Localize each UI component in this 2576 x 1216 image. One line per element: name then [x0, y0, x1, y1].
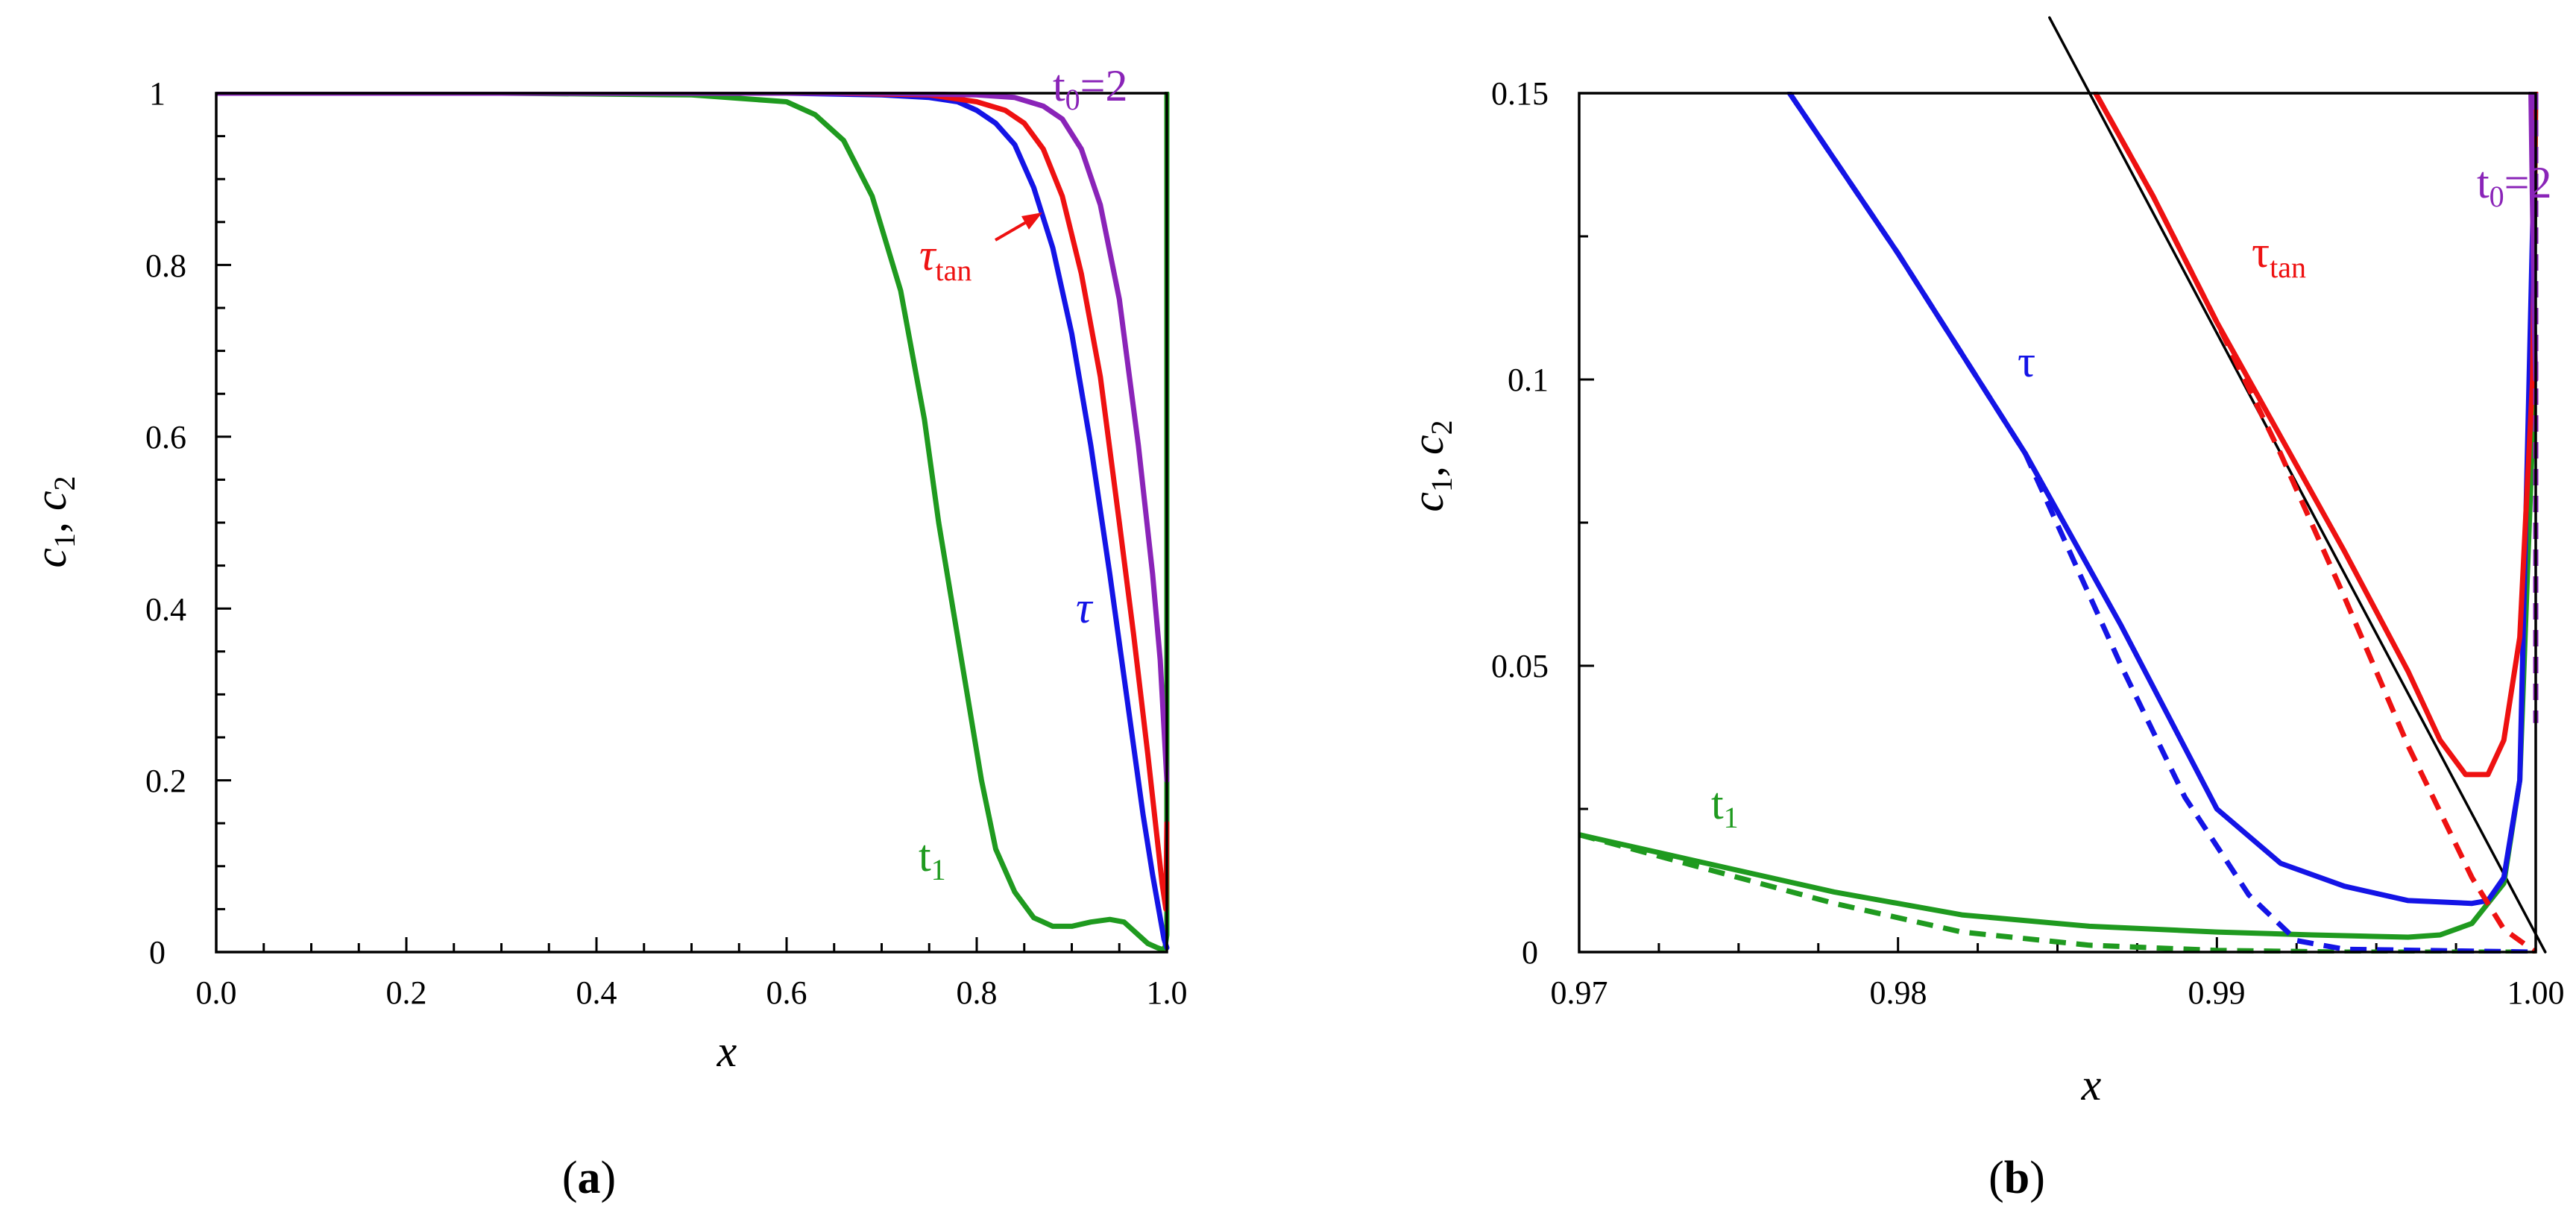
panel-a-label-tau: τ [1076, 583, 1094, 632]
panel-b-series [1579, 16, 2547, 954]
series-line-tau-dashed [1787, 92, 2536, 954]
panel-a-plot-frame [215, 92, 1168, 954]
panel-b-ytick-label: 0.15 [1491, 75, 1549, 112]
panel-b-y-axis-title: c1, c2 [1403, 420, 1458, 511]
panel-b-xtick-label: 0.99 [2188, 974, 2246, 1011]
panel-a-xtick-label: 0.8 [957, 974, 998, 1011]
panel-a-ticks [215, 92, 1168, 954]
panel-b-label-tau: τ [2018, 337, 2035, 386]
series-line-tangent [2048, 16, 2547, 954]
panel-a-caption: (a) [562, 1153, 616, 1203]
panel-a-annotation-arrow [994, 212, 1042, 242]
panel-b-ytick-label: 0 [1522, 934, 1538, 971]
panel-a-series [216, 92, 1170, 952]
panel-a-xtick-label: 0.6 [766, 974, 807, 1011]
series-line-tau-tan-dashed [2093, 92, 2538, 954]
series-line-tau-tan-solid [2093, 92, 2539, 778]
panel-b-xtick-label: 0.97 [1551, 974, 1608, 1011]
panel-a-y-axis-title: c1, c2 [26, 476, 81, 567]
series-line-t0 [216, 92, 1170, 784]
panel-b-label-tau-tan: τtan [2252, 227, 2306, 284]
panel-b-x-axis-title: x [2081, 1060, 2102, 1109]
series-line-tau [216, 92, 1170, 951]
panel-b-xtick-label: 0.98 [1870, 974, 1927, 1011]
panel-a-xtick-label: 0.2 [386, 974, 427, 1011]
panel-a-x-axis-title: x [717, 1027, 737, 1076]
panel-b-label-t1: t1 [1711, 779, 1739, 834]
panel-a-ytick-label: 0 [149, 934, 166, 971]
panel-a-label-t1: t1 [919, 831, 946, 886]
panel-a-ytick-label: 0.8 [145, 248, 186, 284]
panel-b: 0 0.05 0.1 0.15 0.97 0.98 0.99 1.00 x c1… [1403, 16, 2565, 1203]
panel-a-ytick-label: 0.2 [145, 763, 186, 799]
panel-a-ytick-label: 1 [149, 75, 166, 112]
panel-b-xtick-label: 1.00 [2507, 974, 2565, 1011]
panel-b-caption: (b) [1988, 1153, 2045, 1203]
panel-b-ytick-label: 0.1 [1508, 362, 1549, 398]
panel-a-ytick-label: 0.4 [145, 591, 186, 628]
series-line-tau-tan [216, 92, 1170, 912]
panel-a-xtick-label: 0.0 [196, 974, 237, 1011]
panel-a: 0 0.2 0.4 0.6 0.8 1 0.0 0.2 0.4 0.6 0.8 … [26, 61, 1188, 1203]
panel-a-ytick-label: 0.6 [145, 419, 186, 456]
panel-b-label-t0: t0=2 [2477, 158, 2552, 213]
series-line-t1 [216, 92, 1170, 952]
panel-a-label-tau-tan: τtan [919, 230, 971, 287]
panel-a-xtick-label: 0.4 [576, 974, 617, 1011]
panel-b-ytick-label: 0.05 [1491, 648, 1549, 684]
panel-b-plot-frame [1578, 92, 2537, 954]
panel-a-xtick-label: 1.0 [1147, 974, 1188, 1011]
panel-a-label-t0: t0=2 [1053, 61, 1128, 116]
